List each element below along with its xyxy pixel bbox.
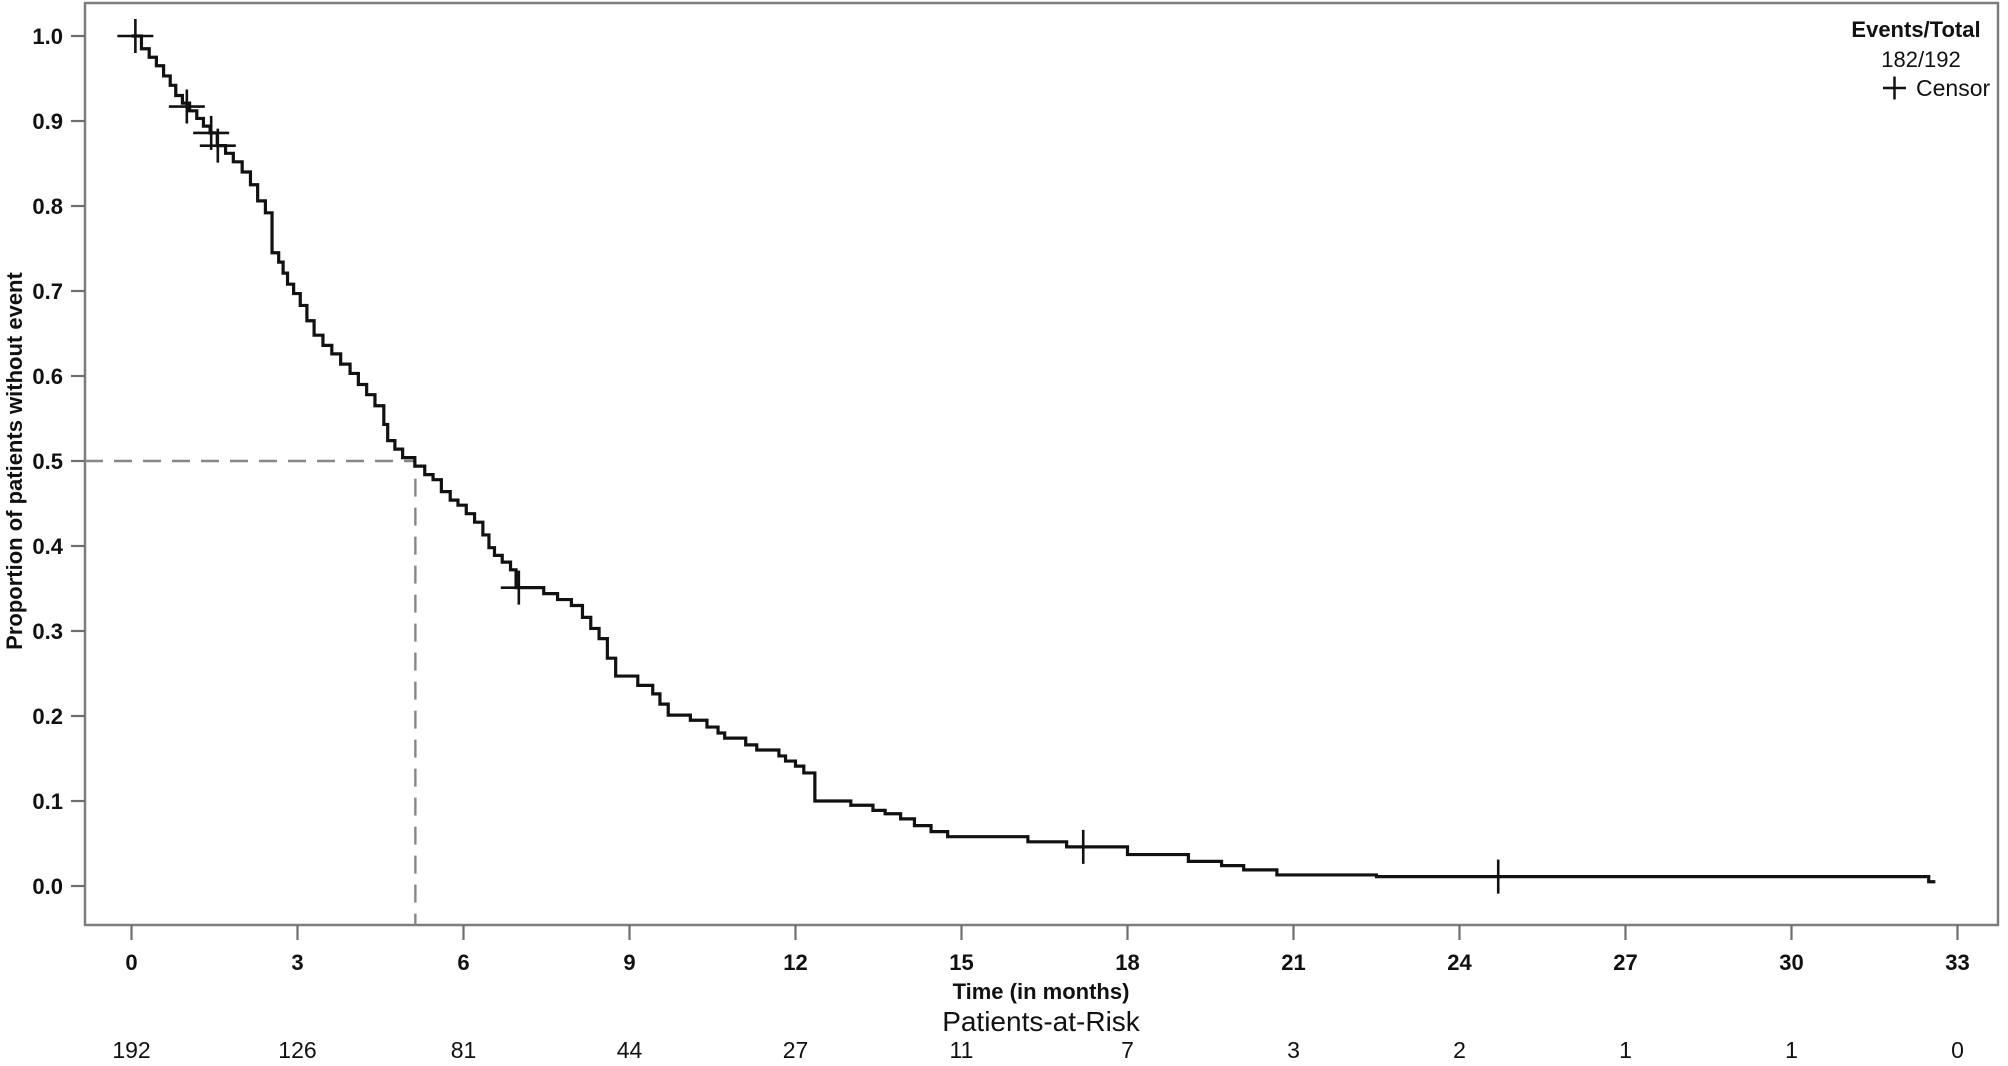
plot-frame — [83, 1, 2000, 927]
y-tick-label: 0.9 — [32, 109, 63, 134]
y-tick-label: 0.2 — [32, 704, 63, 729]
x-axis-title: Time (in months) — [953, 979, 1130, 1004]
x-tick-label: 27 — [1613, 950, 1637, 975]
y-tick-label: 0.5 — [32, 449, 63, 474]
risk-count: 192 — [112, 1037, 150, 1063]
x-tick-label: 21 — [1281, 950, 1305, 975]
x-tick-label: 9 — [623, 950, 635, 975]
risk-count: 81 — [451, 1037, 477, 1063]
y-axis-title: Proportion of patients without event — [2, 272, 27, 650]
y-axis-ticks: 1.0 0.9 0.8 0.7 0.6 0.5 0.4 0.3 0.2 0.1 0.0 — [32, 24, 85, 899]
x-tick-label: 24 — [1447, 950, 1472, 975]
censor-plus-icon — [1883, 76, 1906, 100]
y-tick-label: 0.4 — [32, 534, 63, 559]
patients-at-risk-values: 192 126 81 44 27 11 7 3 2 1 1 0 — [112, 1037, 1964, 1063]
risk-count: 7 — [1121, 1037, 1134, 1063]
y-tick-label: 1.0 — [32, 24, 63, 49]
y-tick-label: 0.6 — [32, 364, 63, 389]
censor-mark — [168, 89, 205, 124]
legend-events-total: 182/192 — [1881, 47, 1961, 72]
risk-count: 0 — [1951, 1037, 1964, 1063]
risk-count: 27 — [783, 1037, 809, 1063]
censor-mark — [199, 128, 236, 163]
risk-count: 11 — [950, 1037, 974, 1063]
risk-count: 2 — [1453, 1037, 1466, 1063]
x-tick-label: 0 — [125, 950, 137, 975]
y-tick-label: 0.0 — [32, 874, 63, 899]
risk-count: 126 — [278, 1037, 316, 1063]
x-tick-label: 12 — [783, 950, 807, 975]
y-tick-label: 0.1 — [32, 789, 63, 814]
legend: Events/Total 182/192 Censor — [1851, 17, 1990, 101]
km-step-curve — [131, 34, 1936, 884]
patients-at-risk-title: Patients-at-Risk — [942, 1006, 1141, 1037]
median-reference-lines — [85, 459, 417, 925]
risk-count: 3 — [1287, 1037, 1300, 1063]
x-tick-label: 33 — [1945, 950, 1969, 975]
censor-mark — [117, 19, 154, 53]
risk-count: 44 — [617, 1037, 643, 1063]
censor-mark — [193, 115, 230, 150]
x-tick-label: 18 — [1115, 950, 1139, 975]
x-tick-label: 3 — [291, 950, 303, 975]
median-dashed-line — [85, 459, 417, 925]
legend-censor-label: Censor — [1916, 75, 1990, 101]
legend-title: Events/Total — [1851, 17, 1980, 42]
x-tick-label: 30 — [1779, 950, 1803, 975]
y-tick-label: 0.3 — [32, 619, 63, 644]
y-tick-label: 0.8 — [32, 194, 63, 219]
censor-mark — [1065, 829, 1102, 864]
survival-curve — [131, 34, 1936, 884]
x-axis-ticks: 0 3 6 9 12 15 18 21 24 27 30 33 — [125, 925, 1970, 975]
risk-count: 1 — [1785, 1037, 1798, 1063]
x-tick-label: 15 — [949, 950, 973, 975]
y-tick-label: 0.7 — [32, 279, 63, 304]
risk-count: 1 — [1619, 1037, 1632, 1063]
censor-mark — [1480, 859, 1517, 894]
censor-mark — [500, 570, 537, 605]
x-tick-label: 6 — [457, 950, 469, 975]
censor-marks — [117, 19, 1517, 894]
